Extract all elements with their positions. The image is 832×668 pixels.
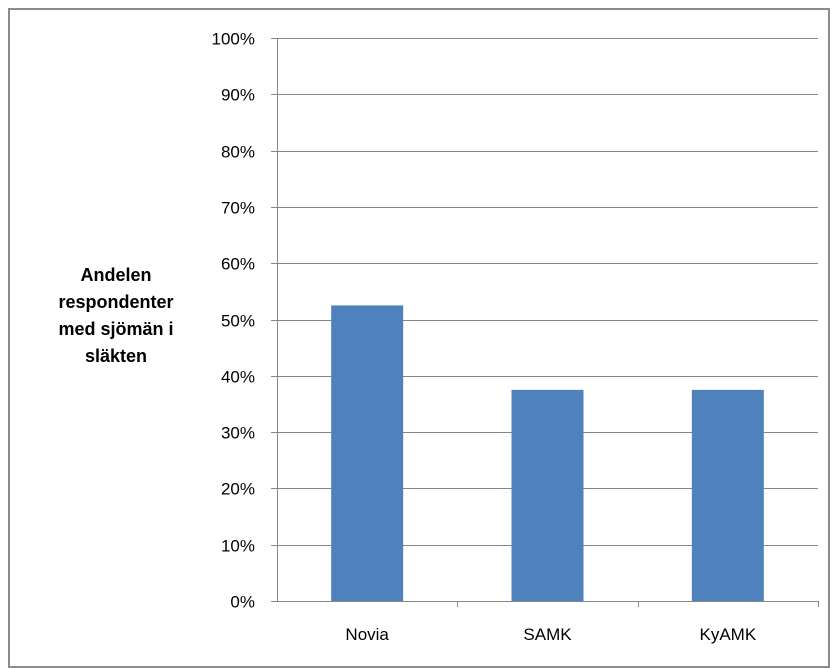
y-tick-label: 70% [221,199,255,218]
y-tick-label: 0% [230,593,255,612]
bar [691,389,764,601]
x-tick-label: Novia [345,625,389,644]
y-axis-label-line-4: släkten [84,346,148,366]
y-tick-label: 100% [212,30,255,49]
y-axis-label-line-1: Andelen [80,265,152,285]
y-tick-label: 40% [221,368,255,387]
bar [331,305,404,601]
y-axis-label: Andelen respondenter med sjömän i släkte… [26,262,206,370]
y-tick-label: 20% [221,480,255,499]
y-axis-label-line-3: med sjömän i [58,319,174,339]
y-tick-label: 10% [221,537,255,556]
y-tick-label: 30% [221,424,255,443]
y-tick-label: 90% [221,86,255,105]
y-tick-label: 50% [221,312,255,331]
y-tick-label: 80% [221,143,255,162]
y-axis-label-line-2: respondenter [58,292,174,312]
bar [511,389,584,601]
x-tick-label: SAMK [523,625,572,644]
x-tick-label: KyAMK [699,625,756,644]
y-tick-label: 60% [221,255,255,274]
